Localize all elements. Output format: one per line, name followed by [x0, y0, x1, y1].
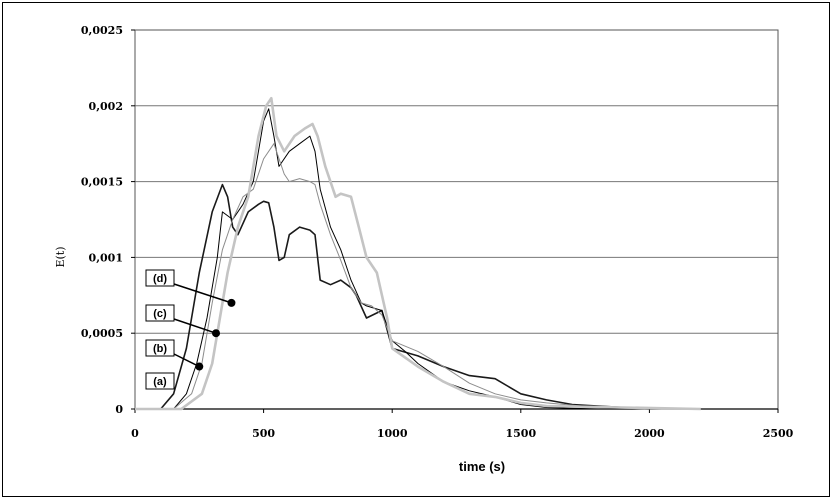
x-tick-label: 1000: [377, 427, 408, 440]
x-tick-label: 1500: [505, 427, 536, 440]
annotation-leader: [173, 353, 200, 368]
series-line-2: [135, 108, 599, 410]
y-tick-label: 0: [115, 403, 123, 416]
annotation-label: (a): [153, 376, 167, 388]
annotation-dot: [195, 362, 204, 371]
axes: [131, 29, 779, 413]
annotation-dot: [227, 298, 236, 307]
y-tick-label: 0,0015: [81, 176, 123, 189]
x-tick-label: 2000: [634, 427, 665, 440]
annotation-label: (d): [153, 273, 167, 285]
y-tick-label: 0,001: [89, 251, 123, 264]
series-layer: [135, 96, 701, 411]
y-axis-title: E(t): [54, 246, 67, 267]
x-axis-title: time (s): [459, 459, 505, 474]
y-tick-label: 0,002: [89, 100, 123, 113]
annotation-box: [145, 269, 175, 287]
annotation-leader: [173, 283, 232, 304]
x-tick-label: 500: [252, 427, 275, 440]
tick-labels: 0 0,0005 0,001 0,0015 0,002 0,0025 0 500 1000 150…: [81, 24, 794, 440]
series-line-3: [135, 143, 650, 410]
y-tick-label: 0,0005: [81, 327, 123, 340]
annotation-dot: [212, 329, 221, 338]
series-line-4: [135, 96, 701, 411]
annotation-box: [145, 339, 175, 357]
annotation-box: [145, 304, 175, 322]
plot-border: [134, 29, 779, 409]
x-tick-label: 2500: [763, 427, 794, 440]
annotation-box: [145, 372, 175, 390]
annotations: (a) (b) (c) (d): [145, 269, 236, 390]
grid-lines: [135, 29, 778, 334]
annotation-leader: [173, 318, 217, 334]
y-tick-label: 0,0025: [81, 24, 123, 37]
series-line-1: [135, 183, 650, 410]
annotation-label: (b): [153, 343, 167, 355]
x-tick-label: 0: [131, 427, 139, 440]
annotation-label: (c): [153, 308, 167, 320]
